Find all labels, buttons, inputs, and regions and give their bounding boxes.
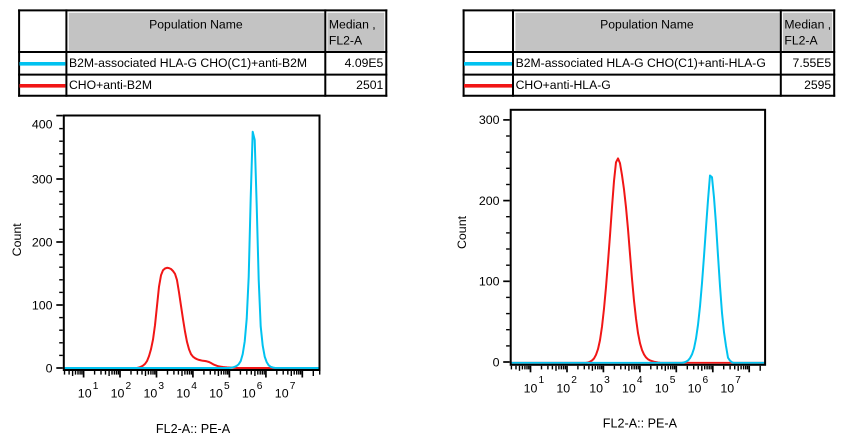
svg-text:B2M-associated HLA-G CHO(C1)+a: B2M-associated HLA-G CHO(C1)+anti-HLA-G [516, 56, 766, 70]
svg-text:10: 10 [242, 386, 256, 400]
svg-text:FL2-A: FL2-A [329, 34, 363, 48]
svg-text:0: 0 [493, 355, 500, 369]
svg-text:200: 200 [479, 194, 500, 208]
svg-text:10: 10 [275, 386, 289, 400]
svg-text:400: 400 [32, 118, 53, 132]
svg-text:Count: Count [10, 223, 24, 257]
svg-text:7.55E5: 7.55E5 [793, 56, 832, 70]
svg-text:10: 10 [556, 382, 570, 396]
svg-text:10: 10 [688, 382, 702, 396]
svg-text:10: 10 [589, 382, 603, 396]
svg-text:FL2-A:: PE-A: FL2-A:: PE-A [603, 417, 678, 431]
svg-text:3: 3 [604, 375, 610, 386]
svg-text:B2M-associated HLA-G CHO(C1)+a: B2M-associated HLA-G CHO(C1)+anti-B2M [69, 56, 307, 70]
svg-text:Population Name: Population Name [149, 18, 243, 32]
svg-text:10: 10 [720, 382, 734, 396]
svg-text:1: 1 [539, 375, 545, 386]
svg-text:4.09E5: 4.09E5 [345, 56, 384, 70]
svg-text:Count: Count [455, 215, 469, 249]
svg-text:Median ,: Median , [329, 18, 376, 32]
svg-text:2: 2 [126, 381, 132, 392]
svg-text:10: 10 [209, 386, 223, 400]
svg-text:300: 300 [32, 172, 53, 186]
svg-text:100: 100 [32, 298, 53, 312]
svg-text:5: 5 [670, 375, 676, 386]
svg-text:4: 4 [191, 381, 197, 392]
svg-text:7: 7 [290, 381, 296, 392]
svg-text:FL2-A:: PE-A: FL2-A:: PE-A [156, 422, 231, 436]
svg-text:100: 100 [479, 275, 500, 289]
svg-text:6: 6 [703, 375, 709, 386]
svg-text:3: 3 [158, 381, 164, 392]
svg-text:CHO+anti-B2M: CHO+anti-B2M [69, 78, 152, 92]
svg-text:10: 10 [111, 386, 125, 400]
svg-text:10: 10 [176, 386, 190, 400]
svg-text:2595: 2595 [804, 78, 831, 92]
svg-text:2501: 2501 [356, 78, 383, 92]
svg-text:5: 5 [224, 381, 230, 392]
svg-text:10: 10 [144, 386, 158, 400]
svg-text:Population Name: Population Name [600, 18, 694, 32]
svg-text:7: 7 [735, 375, 741, 386]
svg-text:CHO+anti-HLA-G: CHO+anti-HLA-G [516, 78, 611, 92]
svg-text:1: 1 [93, 381, 99, 392]
svg-text:6: 6 [257, 381, 263, 392]
svg-text:FL2-A: FL2-A [784, 34, 818, 48]
svg-text:10: 10 [622, 382, 636, 396]
svg-text:Median ,: Median , [784, 18, 831, 32]
svg-text:10: 10 [78, 386, 92, 400]
svg-text:10: 10 [524, 382, 538, 396]
svg-text:200: 200 [32, 235, 53, 249]
svg-text:2: 2 [571, 375, 577, 386]
svg-text:4: 4 [637, 375, 643, 386]
svg-text:0: 0 [46, 361, 53, 375]
svg-text:10: 10 [655, 382, 669, 396]
svg-text:300: 300 [479, 113, 500, 127]
